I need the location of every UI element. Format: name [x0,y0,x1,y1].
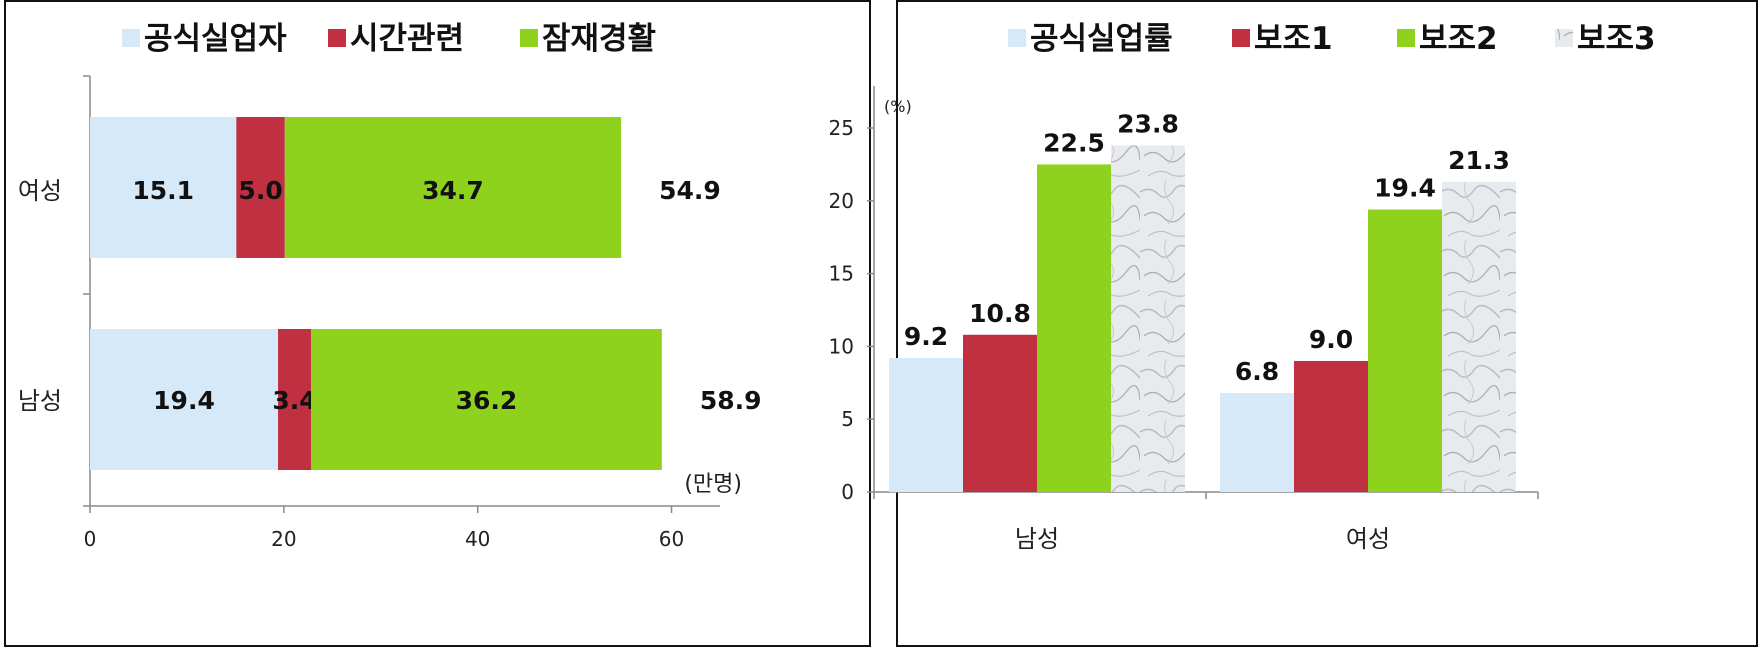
right-legend-label: 보조3 [1577,21,1656,57]
right-legend-swatch [1008,29,1026,47]
right-bar-보조2 [1368,209,1442,492]
left-legend-swatch [122,29,140,47]
left-bar-value-label: 19.4 [153,386,215,415]
right-y-tick-label: 15 [829,262,854,286]
left-x-tick-label: 20 [271,527,296,551]
right-bar-value-label: 9.0 [1309,325,1353,354]
right-legend-label: 보조1 [1254,21,1333,57]
right-bar-보조3 [1111,145,1185,493]
right-legend-swatch [1232,29,1250,47]
left-bar-잠재경활 [310,329,662,470]
right-bar-공식실업률 [889,358,963,492]
right-category-label: 여성 [1346,525,1390,553]
left-legend-label: 잠재경활 [542,21,656,57]
right-bar-value-label: 21.3 [1448,146,1510,175]
left-bar-공식실업자 [90,117,237,258]
right-category-label: 남성 [1015,525,1059,553]
left-bar-시간관련 [236,117,285,258]
right-bar-보조3 [1442,181,1516,492]
right-bar-value-label: 9.2 [904,322,948,351]
right-y-tick-label: 25 [829,116,854,140]
left-x-tick-label: 40 [465,527,490,551]
right-legend-label: 공식실업률 [1030,21,1173,57]
left-bar-value-label: 5.0 [238,176,282,205]
left-legend-label: 시간관련 [350,21,464,57]
right-bar-value-label: 10.8 [969,299,1031,328]
left-bar-value-label: 34.7 [422,176,484,205]
right-y-tick-label: 5 [841,407,854,431]
left-bar-value-label: 15.1 [132,176,194,205]
right-bar-value-label: 22.5 [1043,128,1105,157]
right-y-tick-label: 20 [829,189,854,213]
right-bar-value-label: 19.4 [1374,174,1436,203]
right-bar-value-label: 6.8 [1235,357,1279,386]
right-bar-보조1 [963,334,1037,492]
left-x-tick-label: 0 [84,527,97,551]
left-legend-label: 공식실업자 [144,21,287,57]
stacked-bar-chart: 0 20 40 60 여성 15.1 5.0 34.7 54.9 남성 19.4 3.4 36.2 58.… [18,21,762,551]
left-legend-swatch [328,29,346,47]
left-unit-label: (만명) [684,472,742,497]
grouped-bar-chart: 0 5 10 15 20 25 (%) 9.2 10.8 22.5 23.8 남성 6.8 9.0 19.4… [829,21,1656,553]
right-bar-value-label: 23.8 [1117,109,1179,138]
right-y-tick-label: 10 [829,334,854,358]
right-bar-보조1 [1294,360,1368,492]
right-legend-swatch [1397,29,1415,47]
right-bar-공식실업률 [1220,392,1294,492]
left-bar-공식실업자 [90,329,279,470]
left-bar-시간관련 [278,329,311,470]
left-category-label: 여성 [18,177,62,205]
left-total-label: 54.9 [659,176,721,205]
left-category-label: 남성 [18,387,62,415]
left-bar-value-label: 3.4 [272,386,316,415]
left-bar-잠재경활 [284,117,622,258]
left-total-label: 58.9 [700,386,762,415]
right-unit-label: (%) [884,97,912,116]
right-y-tick-label: 0 [841,480,854,504]
right-legend-swatch [1555,29,1573,47]
right-bar-보조2 [1037,164,1111,492]
chart-panel-left [4,0,871,647]
left-x-tick-label: 60 [659,527,684,551]
right-legend-label: 보조2 [1419,21,1498,57]
left-legend-swatch [520,29,538,47]
left-bar-value-label: 36.2 [456,386,518,415]
